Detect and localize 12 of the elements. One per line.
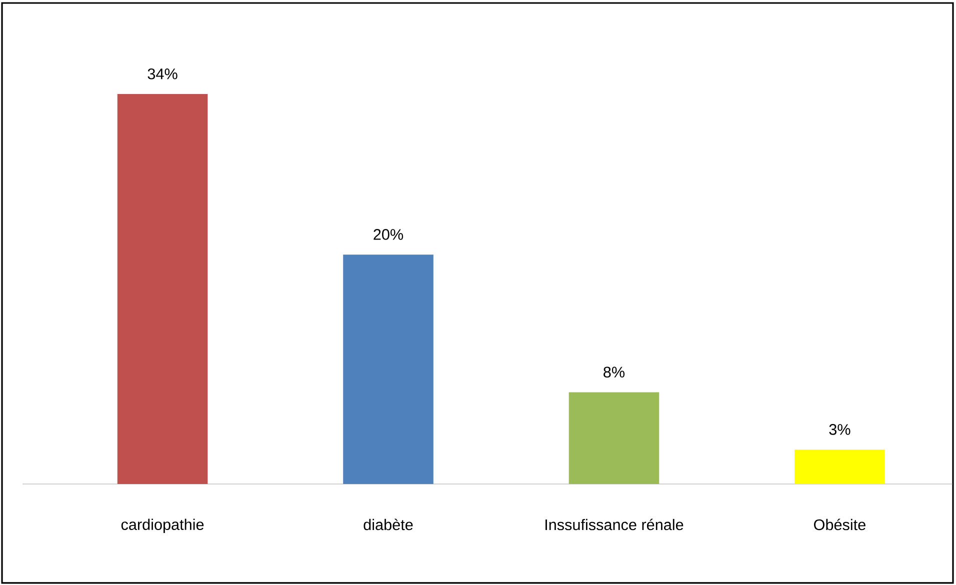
bar	[117, 94, 208, 484]
bar	[343, 254, 434, 484]
data-label: 34%	[148, 68, 178, 80]
x-tick-label: diabète	[364, 518, 413, 530]
x-tick-label: Inssufissance rénale	[546, 518, 684, 530]
bar	[794, 450, 885, 484]
x-tick-label: cardiopathie	[121, 518, 204, 534]
data-label: 8%	[604, 366, 625, 378]
data-label: 20%	[374, 229, 404, 240]
x-tick-label: Obésite	[814, 518, 866, 530]
data-label: 3%	[829, 424, 850, 435]
bar	[568, 392, 660, 484]
